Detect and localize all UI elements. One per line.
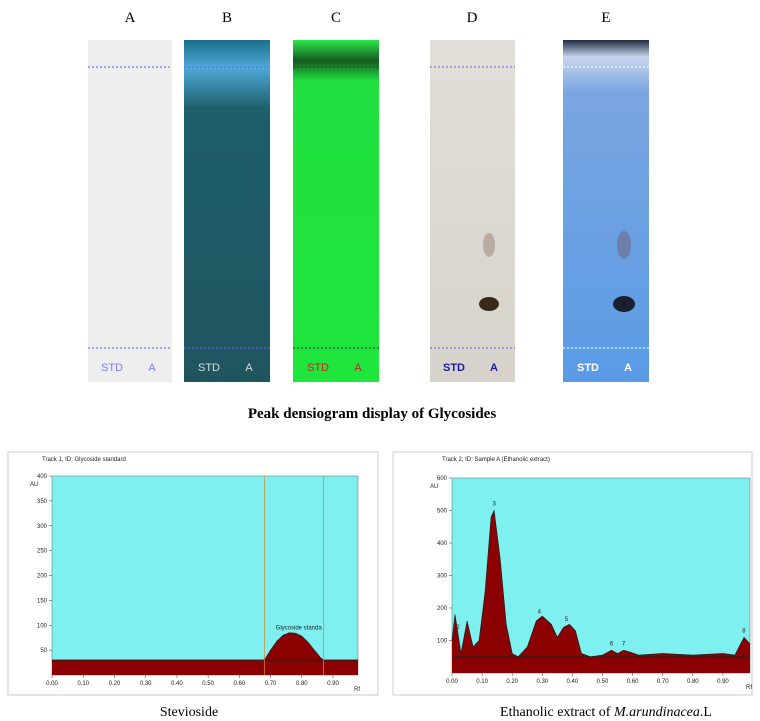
spot xyxy=(479,297,499,311)
x-tick-label: 0.60 xyxy=(627,679,639,685)
densitogram: Track 1, ID: Glycoside standard AU Rf 50 100… xyxy=(7,451,379,696)
y-tick-label: 300 xyxy=(37,524,48,530)
plate-label: A xyxy=(125,10,136,26)
x-tick-label: 0.80 xyxy=(687,679,699,685)
x-label: Rf xyxy=(746,685,752,691)
peak-label: 5 xyxy=(565,617,569,623)
densitogram: Track 2, ID: Sample A (Ethanolic extract… xyxy=(392,451,753,696)
x-tick-label: 0.50 xyxy=(597,679,609,685)
x-tick-label: 0.10 xyxy=(476,679,488,685)
peak-label: 7 xyxy=(622,641,626,647)
plate-label: B xyxy=(222,10,232,26)
x-tick-label: 0.70 xyxy=(265,681,277,687)
plate-label: D xyxy=(467,10,478,26)
plate xyxy=(184,40,270,382)
lane-label: A xyxy=(490,362,498,374)
lane-label: STD xyxy=(577,362,599,374)
x-tick-label: 0.10 xyxy=(77,681,89,687)
x-tick-label: 0.40 xyxy=(171,681,183,687)
plot-area xyxy=(51,475,359,676)
peak-label: 6 xyxy=(610,641,614,647)
chart-title: Track 2, ID: Sample A (Ethanolic extract… xyxy=(442,457,550,463)
x-tick-label: 0.20 xyxy=(109,681,121,687)
x-tick-label: 0.30 xyxy=(536,679,548,685)
y-label: AU xyxy=(30,482,38,488)
curve xyxy=(52,632,358,661)
lane-label: A xyxy=(148,362,156,374)
plate-label: C xyxy=(331,10,341,26)
x-tick-label: 0.90 xyxy=(327,681,339,687)
x-tick-label: 0.30 xyxy=(140,681,152,687)
spot xyxy=(617,231,631,259)
plate xyxy=(430,40,515,382)
plate-label: E xyxy=(601,10,610,26)
x-tick-label: 0.00 xyxy=(446,679,458,685)
y-label: AU xyxy=(430,484,438,490)
y-tick-label: 600 xyxy=(437,476,448,482)
y-tick-label: 400 xyxy=(437,541,448,547)
lane-label: STD xyxy=(307,362,329,374)
lane-label: STD xyxy=(198,362,220,374)
caption: Ethanolic extract of M.arundinacea.L xyxy=(500,705,712,720)
y-tick-label: 200 xyxy=(37,574,48,580)
x-tick-label: 0.80 xyxy=(296,681,308,687)
lane-label: STD xyxy=(101,362,123,374)
x-tick-label: 0.20 xyxy=(506,679,518,685)
plate xyxy=(563,40,649,382)
lane-label: A xyxy=(354,362,362,374)
peak-label: Glycoside standa xyxy=(276,626,323,632)
y-tick-label: 200 xyxy=(437,606,448,612)
x-tick-label: 0.70 xyxy=(657,679,669,685)
x-tick-label: 0.90 xyxy=(717,679,729,685)
y-tick-label: 400 xyxy=(37,474,48,480)
y-tick-label: 500 xyxy=(437,509,448,515)
lane-label: A xyxy=(245,362,253,374)
curve xyxy=(451,509,751,658)
x-tick-label: 0.40 xyxy=(567,679,579,685)
x-label: Rf xyxy=(354,687,360,693)
x-tick-label: 0.50 xyxy=(202,681,214,687)
heading: Peak densiogram display of Glycosides xyxy=(248,406,497,422)
y-tick-label: 150 xyxy=(37,598,48,604)
chart-title: Track 1, ID: Glycoside standard xyxy=(42,457,126,463)
lane-label: STD xyxy=(443,362,465,374)
y-tick-label: 100 xyxy=(37,623,48,629)
plate xyxy=(293,40,379,382)
peak-label: 4 xyxy=(538,610,542,616)
spot xyxy=(613,296,635,312)
caption-part: .L xyxy=(700,705,712,720)
caption-part: M.arundinacea xyxy=(613,705,700,720)
x-tick-label: 0.60 xyxy=(234,681,246,687)
solvent-lines xyxy=(88,66,649,349)
peak-area xyxy=(52,632,358,675)
y-tick-label: 250 xyxy=(37,549,48,555)
plate xyxy=(88,40,172,382)
caption-part: Ethanolic extract of xyxy=(500,705,614,720)
x-tick-label: 0.00 xyxy=(46,681,58,687)
spot xyxy=(483,233,495,257)
y-tick-label: 50 xyxy=(40,648,47,654)
y-tick-label: 100 xyxy=(437,639,448,645)
peak-label: 3 xyxy=(492,502,496,508)
peak-label: 2 xyxy=(456,625,460,631)
tlc-plates xyxy=(88,40,649,382)
caption: Stevioside xyxy=(160,705,218,720)
y-tick-label: 300 xyxy=(437,574,448,580)
y-tick-label: 350 xyxy=(37,499,48,505)
peak-label: 8 xyxy=(742,628,746,634)
lane-label: A xyxy=(624,362,632,374)
